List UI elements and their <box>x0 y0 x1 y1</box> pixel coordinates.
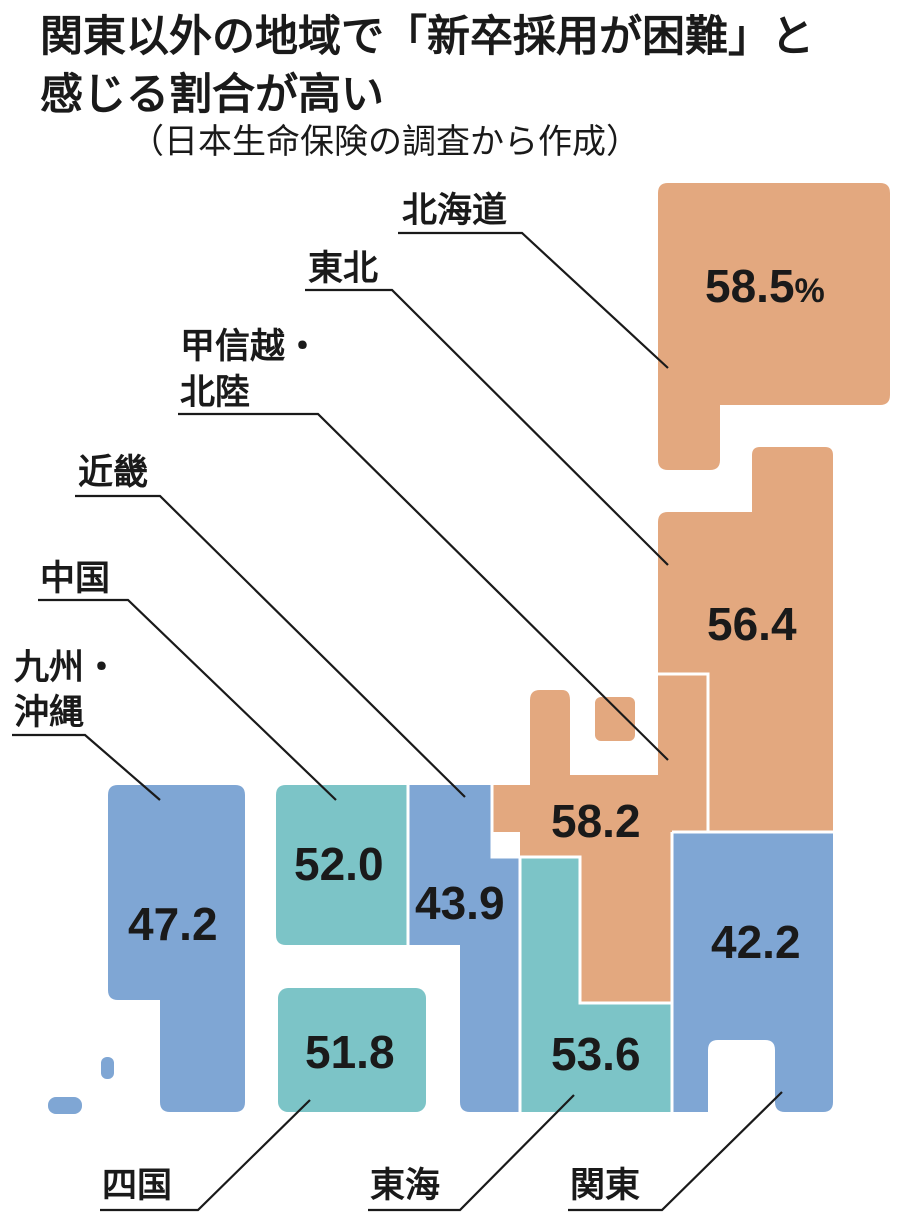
leader-hokkaido <box>398 231 669 369</box>
label-koshinetsu-line1: 甲信越・ <box>180 327 320 367</box>
label-shikoku: 四国 <box>102 1166 172 1206</box>
region-chugoku-shape <box>276 785 408 945</box>
label-koshinetsu-line2: 北陸 <box>180 373 250 413</box>
region-kinki <box>408 785 520 1112</box>
label-kanto: 関東 <box>570 1166 640 1206</box>
region-kyushu-shape <box>108 785 245 1112</box>
region-tokai-shape <box>520 857 672 1112</box>
region-shikoku-shape <box>278 988 426 1112</box>
region-shikoku <box>278 988 426 1112</box>
region-tohoku <box>658 447 833 832</box>
value-tohoku: 56.4 <box>707 598 797 650</box>
region-sado-island <box>595 697 635 741</box>
value-kanto: 42.2 <box>711 916 801 968</box>
leader-kinki <box>75 494 466 798</box>
value-kyushu-okinawa: 47.2 <box>128 898 218 950</box>
leader-tohoku <box>305 288 669 566</box>
region-hokkaido-shape <box>658 183 890 470</box>
leader-koshinetsu <box>178 412 669 761</box>
region-okinawa-island-1 <box>101 1057 114 1079</box>
region-koshinetsu-hokuriku <box>492 674 708 1003</box>
value-shikoku: 51.8 <box>305 1026 395 1078</box>
label-kyushu-line1: 九州・ <box>14 648 119 688</box>
value-unit: % <box>795 272 825 310</box>
region-tokai <box>520 857 672 1112</box>
label-hokkaido: 北海道 <box>402 191 507 231</box>
region-kanto <box>672 832 833 1112</box>
title-line-2: 感じる割合が高い <box>40 70 384 120</box>
region-kyushu-okinawa <box>48 785 245 1114</box>
region-kinki-shape <box>408 785 520 1112</box>
value-hokkaido-number: 58.5 <box>705 260 795 312</box>
region-hokkaido <box>658 183 890 470</box>
label-kinki: 近畿 <box>78 453 148 493</box>
leader-kanto <box>568 1091 783 1212</box>
region-tohoku-shape <box>658 447 833 832</box>
leader-kyushu <box>12 733 161 801</box>
value-labels: 58.5% 56.4 58.2 43.9 52.0 47.2 51.8 53.6… <box>128 260 825 1080</box>
region-name-labels: 北海道 東北 甲信越・ 北陸 近畿 中国 九州・ 沖縄 四国 東海 関東 <box>14 191 640 1206</box>
leader-tokai <box>368 1094 575 1212</box>
label-tohoku: 東北 <box>308 249 378 289</box>
region-chugoku <box>276 785 408 945</box>
value-kinki: 43.9 <box>415 877 505 929</box>
leader-chugoku <box>38 598 337 801</box>
leader-shikoku <box>100 1099 311 1212</box>
region-kanto-shape <box>672 832 833 1112</box>
value-hokkaido: 58.5% <box>705 260 825 312</box>
title-line-1: 関東以外の地域で「新卒採用が困難」と <box>40 12 814 62</box>
leader-lines <box>12 231 783 1212</box>
page-title: 関東以外の地域で「新卒採用が困難」と 感じる割合が高い <box>40 8 890 124</box>
region-borders <box>406 672 833 1112</box>
region-okinawa-island-2 <box>48 1097 82 1114</box>
label-tokai: 東海 <box>370 1166 440 1206</box>
value-tokai: 53.6 <box>551 1028 641 1080</box>
region-koshinetsu-hokuriku-shape <box>492 674 708 1003</box>
label-chugoku: 中国 <box>40 559 110 599</box>
source-note: （日本生命保険の調査から作成） <box>130 122 640 162</box>
label-kyushu-line2: 沖縄 <box>14 693 84 733</box>
value-koshinetsu-hokuriku: 58.2 <box>551 795 641 847</box>
value-chugoku: 52.0 <box>294 838 384 890</box>
